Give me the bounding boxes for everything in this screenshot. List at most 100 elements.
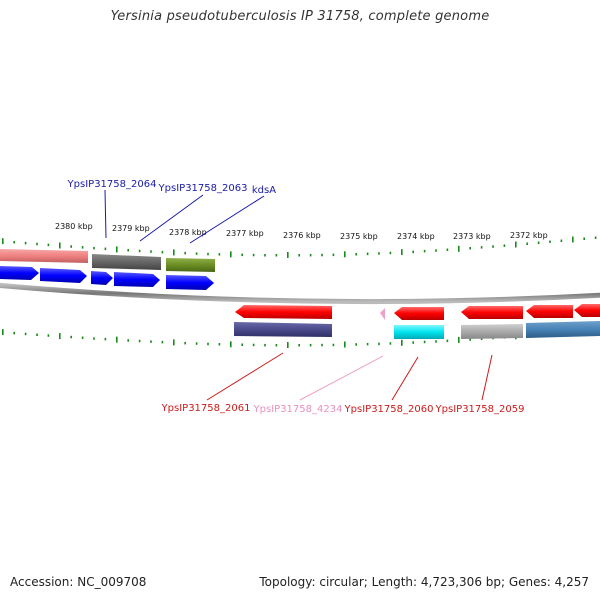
scale-tick-label: 2375 kbp — [340, 232, 378, 241]
gene-feature-red-arrow[interactable] — [461, 306, 523, 319]
gene-feature-blue[interactable] — [114, 272, 160, 287]
gene-feature-ypsip31758-2059[interactable] — [461, 324, 523, 339]
gene-feature-red-arrow[interactable] — [526, 305, 573, 318]
gene-feature-blue[interactable] — [166, 275, 214, 290]
scale-tick-mark — [264, 254, 266, 257]
scale-tick-mark — [81, 336, 84, 339]
scale-tick-label: 2376 kbp — [283, 231, 321, 240]
gene-feature-red-arrow[interactable] — [394, 307, 444, 320]
scale-tick-mark — [127, 249, 129, 252]
gene-label-ypsip31758-2060[interactable]: YpsIP31758_2060 — [344, 404, 434, 415]
scale-tick-mark — [230, 251, 232, 258]
scale-tick-mark — [469, 338, 471, 341]
scale-tick-label: 2373 kbp — [453, 232, 491, 241]
genome-stats-text: Topology: circular; Length: 4,723,306 bp… — [259, 575, 589, 589]
scale-tick-label: 2379 kbp — [112, 224, 150, 233]
gene-feature-salmon[interactable] — [0, 249, 88, 263]
scale-tick-mark — [150, 250, 152, 253]
scale-tick-mark — [2, 329, 4, 336]
gene-label-ypsip31758-2061[interactable]: YpsIP31758_2061 — [161, 403, 251, 414]
scale-tick-mark — [287, 252, 289, 258]
scale-tick-mark — [492, 245, 494, 248]
scale-tick-mark — [59, 333, 61, 340]
scale-tick-mark — [366, 342, 369, 346]
gene-feature-kdsa[interactable] — [166, 258, 215, 272]
scale-tick-mark — [13, 241, 15, 244]
scale-tick-mark — [389, 251, 392, 255]
scale-tick-mark — [173, 339, 175, 346]
scale-tick-mark — [36, 242, 38, 246]
scale-tick-mark — [401, 339, 403, 346]
genome-backbone — [0, 282, 600, 305]
scale-tick-mark — [70, 245, 72, 248]
scale-tick-mark — [560, 239, 563, 242]
scale-tick-mark — [127, 339, 129, 342]
gene-feature-ypsip31758-2060[interactable] — [394, 325, 444, 339]
scale-tick-mark — [469, 247, 471, 250]
scale-tick-mark — [378, 252, 380, 255]
scale-tick-mark — [104, 247, 107, 251]
scale-tick-mark — [252, 253, 255, 257]
outer-features — [0, 249, 215, 290]
scale-tick-mark — [355, 343, 357, 346]
scale-tick-mark — [230, 341, 232, 348]
gene-feature-ypsip31758-4234[interactable] — [380, 308, 385, 320]
gene-feature-blue[interactable] — [0, 266, 39, 280]
gene-feature-red-arrow[interactable] — [235, 305, 332, 319]
outer-tick-row — [2, 236, 597, 258]
gene-label-ypsip31758-2063[interactable]: YpsIP31758_2063 — [158, 183, 248, 194]
gene-label-ypsip31758-4234[interactable]: YpsIP31758_4234 — [253, 404, 343, 415]
gene-feature-red-arrow[interactable] — [574, 304, 600, 317]
scale-tick-mark — [366, 252, 369, 256]
gene-label-ypsip31758-2059[interactable]: YpsIP31758_2059 — [435, 404, 525, 415]
scale-tick-mark — [412, 250, 414, 254]
scale-tick-mark — [150, 340, 152, 343]
accession-text: Accession: NC_009708 — [10, 575, 147, 589]
scale-tick-label: 2378 kbp — [169, 228, 207, 237]
scale-tick-mark — [458, 245, 460, 252]
scale-tick-mark — [241, 343, 243, 346]
scale-tick-mark — [2, 238, 4, 245]
scale-tick-mark — [458, 336, 460, 343]
scale-tick-mark — [332, 253, 335, 257]
gene-label-kdsa[interactable]: kdsA — [252, 185, 276, 196]
scale-tick-mark — [184, 251, 186, 255]
scale-tick-mark — [309, 253, 312, 257]
callout-line — [481, 354, 493, 401]
scale-tick-mark — [321, 343, 323, 347]
scale-tick-mark — [480, 246, 483, 249]
scale-tick-mark — [13, 331, 15, 335]
scale-tick-label: 2372 kbp — [510, 231, 548, 240]
scale-tick-mark — [344, 341, 346, 348]
gene-feature-steel-blue[interactable] — [526, 321, 600, 338]
scale-tick-mark — [298, 344, 300, 347]
inner-features — [234, 304, 600, 339]
gene-label-ypsip31758-2064[interactable]: YpsIP31758_2064 — [67, 179, 157, 190]
scale-tick-mark — [583, 237, 585, 240]
gene-feature-blue[interactable] — [40, 268, 87, 283]
scale-tick-mark — [24, 241, 27, 245]
scale-tick-mark — [435, 249, 437, 252]
callout-line — [189, 195, 265, 244]
scale-tick-mark — [207, 342, 209, 346]
scale-tick-mark — [36, 333, 38, 336]
scale-tick-mark — [412, 341, 414, 344]
scale-tick-mark — [287, 342, 289, 348]
scale-labels: 2380 kbp 2379 kbp 2378 kbp 2377 kbp 2376… — [55, 222, 548, 241]
scale-tick-mark — [81, 246, 84, 249]
scale-tick-mark — [344, 251, 346, 258]
scale-tick-mark — [537, 241, 540, 244]
gene-labels: YpsIP31758_2064 YpsIP31758_2063 kdsA Yps… — [67, 179, 525, 415]
scale-tick-mark — [423, 249, 426, 253]
gene-feature-blue[interactable] — [91, 271, 113, 285]
scale-tick-mark — [275, 254, 278, 257]
scale-tick-label: 2374 kbp — [397, 232, 435, 241]
gene-feature-ypsip31758-2063[interactable] — [92, 254, 161, 270]
scale-tick-mark — [515, 241, 517, 248]
scale-tick-mark — [47, 334, 50, 337]
scale-tick-mark — [526, 242, 528, 245]
scale-tick-mark — [435, 340, 437, 343]
gene-feature-ypsip31758-2061[interactable] — [234, 322, 332, 337]
scale-tick-label: 2380 kbp — [55, 222, 93, 231]
